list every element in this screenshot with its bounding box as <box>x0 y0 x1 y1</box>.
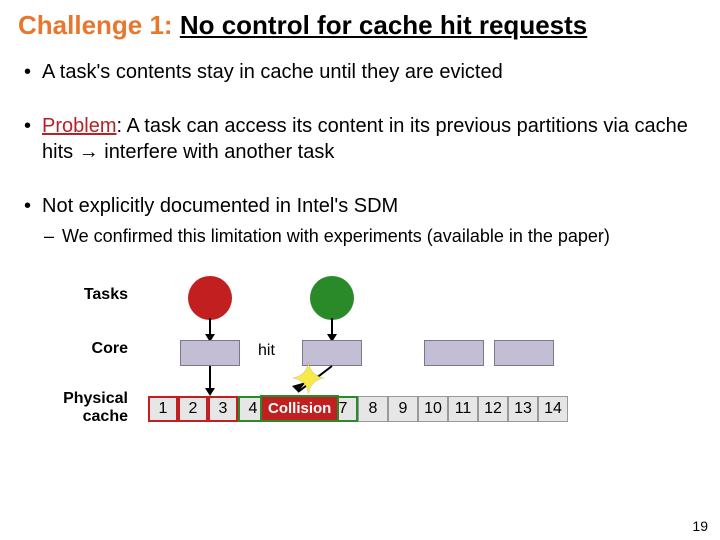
core-box-3 <box>424 340 484 366</box>
title-rest: No control for cache hit requests <box>180 10 587 40</box>
core-box-4 <box>494 340 554 366</box>
bullet-list: A task's contents stay in cache until th… <box>18 59 702 248</box>
sub-bullet-1: We confirmed this limitation with experi… <box>42 225 702 248</box>
arrow-red-core-cache <box>209 366 211 390</box>
task-red-circle <box>188 276 232 320</box>
cache-cell-8: 8 <box>358 396 388 422</box>
cache-cell-3: 3 <box>208 396 238 422</box>
cache-cell-12: 12 <box>478 396 508 422</box>
arrow-glyph: → <box>79 141 99 163</box>
cache-cell-9: 9 <box>388 396 418 422</box>
cache-row: 1 2 3 4 5 6 7 8 9 10 11 12 13 14 <box>148 396 568 422</box>
bullet-1-text: A task's contents stay in cache until th… <box>42 61 503 83</box>
slide-title: Challenge 1: No control for cache hit re… <box>18 10 702 41</box>
cache-label-1: Physical <box>63 390 128 407</box>
cache-cell-11: 11 <box>448 396 478 422</box>
arrow-red-head-2 <box>205 388 215 396</box>
cache-diagram: Tasks Core Physical cache hit ✦ 1 2 3 4 … <box>78 276 678 436</box>
core-box-1 <box>180 340 240 366</box>
bullet-3: Not explicitly documented in Intel's SDM… <box>18 193 702 248</box>
cache-cell-10: 10 <box>418 396 448 422</box>
bullet-2-after: interfere with another task <box>99 141 335 163</box>
cache-label-2: cache <box>83 408 128 425</box>
bullet-3-text: Not explicitly documented in Intel's SDM <box>42 195 398 217</box>
collision-box: Collision <box>260 395 339 422</box>
page-number: 19 <box>692 518 708 534</box>
tasks-label: Tasks <box>48 286 128 304</box>
hit-label: hit <box>258 342 275 360</box>
problem-label: Problem <box>42 115 116 137</box>
cache-label: Physical cache <box>48 390 128 425</box>
sub-list: We confirmed this limitation with experi… <box>42 225 702 248</box>
cache-cell-14: 14 <box>538 396 568 422</box>
bullet-2: Problem: A task can access its content i… <box>18 113 702 165</box>
title-prefix: Challenge 1: <box>18 10 173 40</box>
core-label: Core <box>48 340 128 358</box>
cache-cell-13: 13 <box>508 396 538 422</box>
bullet-1: A task's contents stay in cache until th… <box>18 59 702 85</box>
task-green-circle <box>310 276 354 320</box>
cache-cell-1: 1 <box>148 396 178 422</box>
cache-cell-2: 2 <box>178 396 208 422</box>
